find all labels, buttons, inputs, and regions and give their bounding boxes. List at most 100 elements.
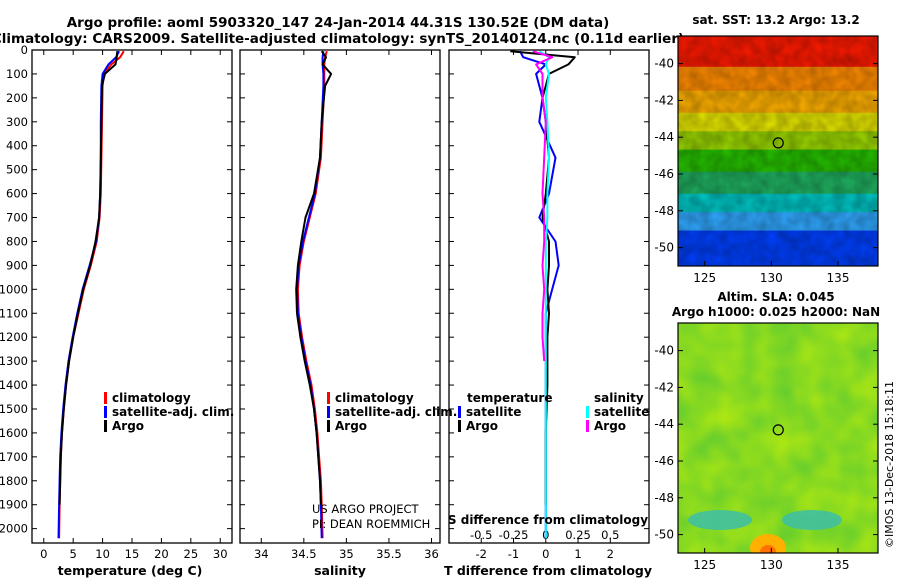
sla-map-axes: 125 130 135 -40 -42 -44 -46 -48 -50 (654, 344, 878, 572)
x2-tick-label: -0.25 (499, 528, 529, 542)
y-tick-label: 600 (6, 187, 28, 201)
sst-map-frame (677, 35, 879, 267)
legend-swatch-satellite (327, 406, 330, 418)
map-y-tick-label: -40 (654, 344, 674, 358)
project-annotation-line1: US ARGO PROJECT (312, 502, 420, 516)
legend-swatch-argo (104, 420, 107, 432)
y-tick-label: 2000 (0, 522, 28, 536)
s-difference-xlabel: S difference from climatology (448, 513, 648, 527)
y-tick-label: 1900 (0, 498, 28, 512)
x-tick-label: 0 (40, 547, 47, 561)
legend-swatch-satellite (104, 406, 107, 418)
legend-label-t-satellite: satellite (466, 405, 521, 419)
temperature-legend: climatology satellite-adj. clim. Argo (104, 391, 234, 433)
legend-swatch-argo (327, 420, 330, 432)
x-tick-label: 34.5 (291, 547, 317, 561)
argo-float-marker (772, 424, 784, 436)
sla-map-title: Altim. SLA: 0.045 (717, 290, 834, 304)
imos-credit: ©IMOS 13-Dec-2018 15:18:11 (883, 381, 896, 548)
x-tick-label: 36 (424, 547, 439, 561)
map-y-tick-label: -40 (654, 57, 674, 71)
map-y-tick-label: -46 (654, 454, 674, 468)
map-x-tick-label: 130 (760, 558, 783, 572)
difference-temperature-legend: temperature satellite Argo (458, 391, 552, 433)
salinity-plot: 34 34.5 35 35.5 36 (240, 49, 440, 561)
y-tick-label: 500 (6, 163, 28, 177)
map-x-tick-label: 135 (827, 558, 850, 572)
legend-header-temperature: temperature (467, 391, 552, 405)
series-line-salinity-satellite (538, 50, 550, 539)
map-x-tick-label: 125 (693, 271, 716, 285)
series-line-temperature-satellite (519, 50, 560, 539)
series-line-argo (58, 51, 119, 505)
sla-map-image (678, 323, 878, 553)
difference-salinity-legend: salinity satellite Argo (586, 391, 649, 433)
legend-swatch-climatology (104, 392, 107, 404)
temperature-plot: 0100200300400500600700800900100011001200… (0, 43, 232, 561)
legend-swatch-t-argo (458, 420, 461, 432)
x2-tick-label: 0.25 (565, 528, 591, 542)
x-tick-label: 2 (607, 547, 614, 561)
x-tick-label: -2 (476, 547, 487, 561)
difference-panel-frame (448, 49, 650, 544)
x-tick-label: 1 (574, 547, 581, 561)
x-tick-label: 34 (254, 547, 269, 561)
x-tick-label: -1 (508, 547, 519, 561)
y-tick-label: 1100 (0, 306, 28, 320)
series-line-climatology (58, 50, 125, 539)
map-y-tick-label: -44 (654, 417, 674, 431)
sst-map-image (678, 36, 878, 266)
legend-label-climatology: climatology (112, 391, 191, 405)
map-x-tick-label: 135 (827, 271, 850, 285)
y-tick-label: 400 (6, 139, 28, 153)
x-tick-label: 15 (125, 547, 140, 561)
legend-header-salinity: salinity (594, 391, 644, 405)
series-line-salinity-argo (532, 50, 554, 362)
y-tick-label: 0 (21, 43, 28, 57)
y-tick-label: 1000 (0, 282, 28, 296)
x-tick-label: 0 (542, 547, 549, 561)
figure-title-line2: Climatology: CARS2009. Satellite-adjuste… (0, 31, 684, 47)
series-line-satellite-adj-clim- (57, 50, 120, 539)
y-tick-label: 700 (6, 211, 28, 225)
map-y-tick-label: -48 (654, 491, 674, 505)
legend-swatch-s-argo (586, 420, 589, 432)
map-y-tick-label: -50 (654, 528, 674, 542)
map-x-tick-label: 125 (693, 558, 716, 572)
y-tick-label: 1200 (0, 330, 28, 344)
y-tick-label: 100 (6, 67, 28, 81)
temperature-panel-frame (31, 49, 233, 544)
legend-label-satellite: satellite-adj. clim. (335, 405, 457, 419)
difference-plot: -2 -1 0 1 2-0.5 -0.25 0 0.25 0.5 (449, 49, 649, 561)
legend-label-satellite: satellite-adj. clim. (112, 405, 234, 419)
x-tick-label: 30 (213, 547, 228, 561)
salinity-panel-frame (239, 49, 441, 544)
map-y-tick-label: -42 (654, 93, 674, 107)
x-tick-label: 35 (339, 547, 354, 561)
x2-tick-label: -0.5 (470, 528, 492, 542)
sla-map-frame (677, 322, 879, 554)
sla-map-subtitle: Argo h1000: 0.025 h2000: NaN (672, 305, 880, 319)
x-tick-label: 10 (95, 547, 110, 561)
y-tick-label: 1400 (0, 378, 28, 392)
map-y-tick-label: -42 (654, 380, 674, 394)
sla-cool-patch (688, 510, 752, 530)
map-y-tick-label: -50 (654, 241, 674, 255)
y-tick-label: 1500 (0, 402, 28, 416)
legend-swatch-climatology (327, 392, 330, 404)
legend-swatch-t-satellite (458, 406, 461, 418)
legend-label-climatology: climatology (335, 391, 414, 405)
sst-map-axes: 125 130 135 -40 -42 -44 -46 -48 -50 (654, 57, 878, 285)
y-tick-label: 1300 (0, 354, 28, 368)
x-tick-label: 20 (154, 547, 169, 561)
y-tick-label: 900 (6, 258, 28, 272)
legend-label-s-argo: Argo (594, 419, 626, 433)
argo-float-marker (772, 137, 784, 149)
legend-label-argo: Argo (335, 419, 367, 433)
series-line-argo (295, 50, 333, 505)
legend-label-argo: Argo (112, 419, 144, 433)
salinity-xlabel: salinity (314, 563, 366, 578)
x2-tick-label: 0.5 (601, 528, 619, 542)
